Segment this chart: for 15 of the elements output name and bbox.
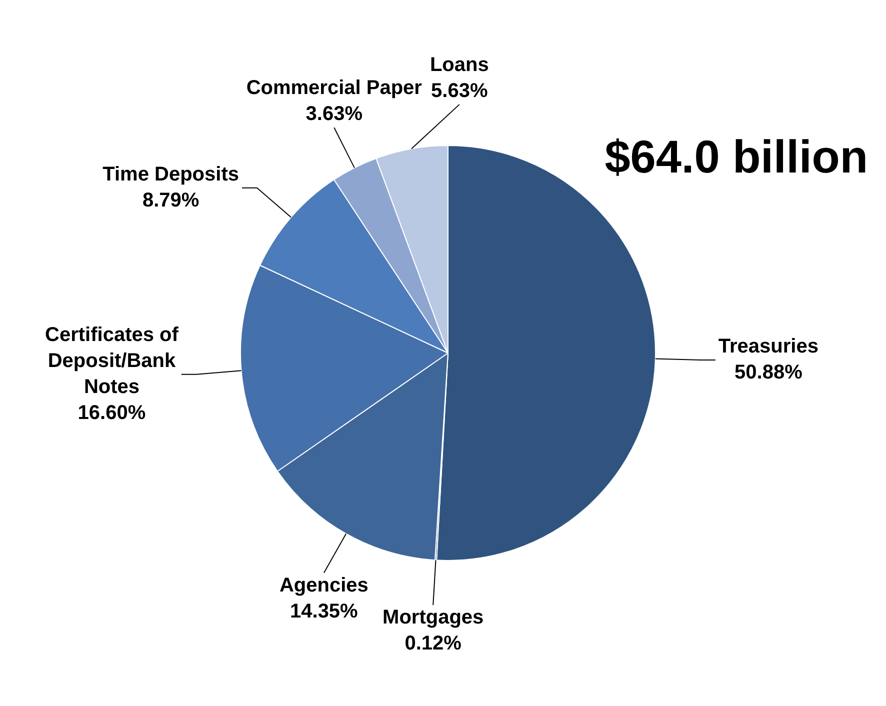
slice-label: Mortgages (382, 606, 484, 629)
data-label: 5.63% (431, 80, 488, 102)
text: $64.0 billion (604, 130, 868, 183)
slice-label: Commercial Paper (246, 77, 422, 100)
slice-label: Time Deposits (102, 163, 239, 186)
data-label: 16.60% (78, 402, 146, 424)
slice-label: Treasuries (718, 335, 818, 358)
data-label: 0.12% (404, 632, 462, 655)
data-label: 8.79% (142, 189, 200, 212)
data-label: 50.88% (734, 361, 803, 384)
slice-label: Certificates of Deposit/Bank Notes (45, 324, 179, 398)
slice-label: Agencies (279, 574, 368, 596)
data-label: 14.35% (290, 600, 358, 622)
slice-label: Loans (430, 54, 489, 76)
data-label: 3.63% (306, 103, 363, 126)
